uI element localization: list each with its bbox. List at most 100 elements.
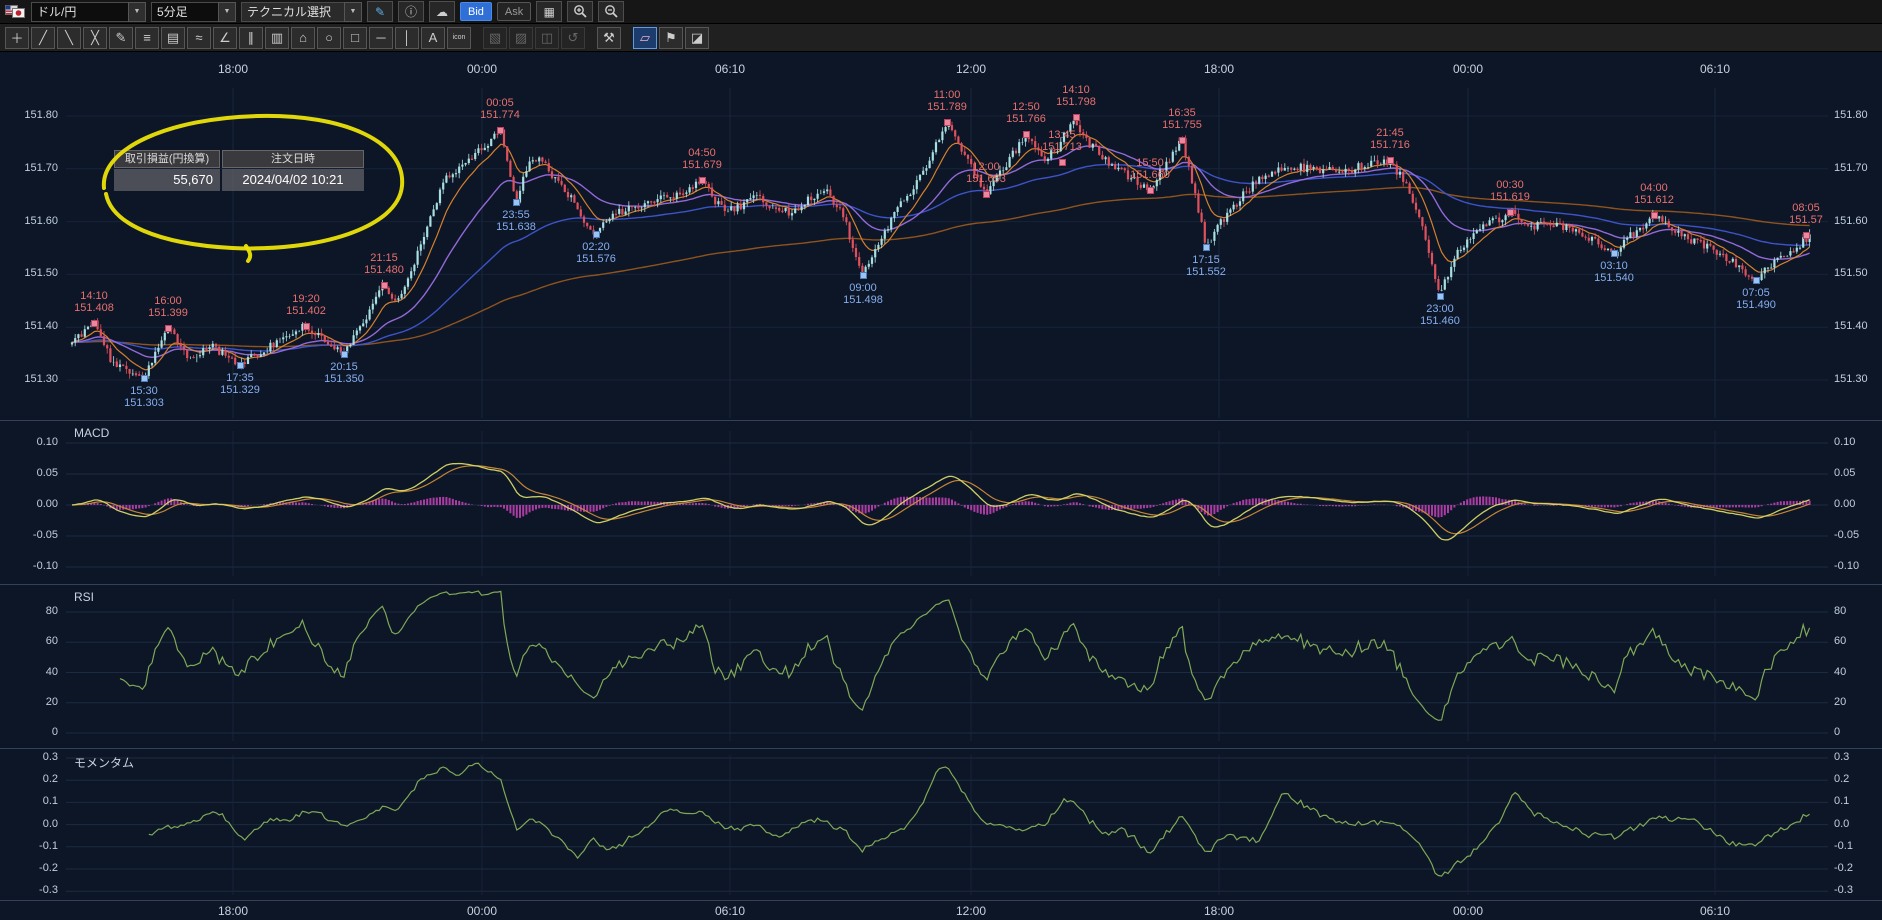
pair-select-value: ドル/円 [37,3,76,20]
annotation-marker [1073,114,1080,121]
annotation-low: 20:15151.350 [324,361,364,385]
tool-ray-button[interactable]: ╲ [57,27,81,49]
rsi-panel-title: RSI [74,590,94,604]
tool-clear-drawings-button[interactable]: ◪ [685,27,709,49]
chart-panel-button[interactable]: ▦ [536,1,562,22]
time-axis-label: 06:10 [715,62,745,76]
momentum-panel[interactable]: モメンタム 0.30.30.20.20.10.10.00.0-0.1-0.1-0… [0,748,1882,900]
annotation-high: 04:50151.679 [682,147,722,171]
time-axis-label: 12:00 [956,62,986,76]
tool-text-button[interactable]: A [421,27,445,49]
tool-vertical-line-button[interactable]: │ [395,27,419,49]
tool-icon-stamp-button[interactable]: icon [447,27,471,49]
price-axis-label: 151.30 [12,373,58,386]
tool-ellipse-button[interactable]: ○ [317,27,341,49]
tool-group-2-button[interactable]: ▨ [509,27,533,49]
time-axis-label: 18:00 [1204,904,1234,918]
tool-trendline-button[interactable]: ╱ [31,27,55,49]
tool-time-grid-button[interactable]: ▥ [265,27,289,49]
tool-properties-button[interactable]: ⚒ [597,27,621,49]
annotation-time: 20:15 [324,361,364,373]
tool-flag-button[interactable]: ⚑ [659,27,683,49]
annotation-price: 151.350 [324,373,364,385]
tool-parallel-channel-button[interactable]: ∥ [239,27,263,49]
annotation-time: 04:50 [682,147,722,159]
time-axis-label: 06:10 [715,904,745,918]
annotation-marker [497,127,504,134]
pair-select[interactable]: ドル/円 [31,2,129,22]
annotation-marker [1059,159,1066,166]
tool-cross-lines-button[interactable]: ╳ [83,27,107,49]
annotation-high: 13:45151.713 [1042,129,1082,153]
tool-text-icon: A [429,30,438,45]
annotation-price: 151.679 [682,159,722,171]
annotation-time: 15:50 [1130,157,1170,169]
main-chart-panel[interactable]: 18:0000:0006:1012:0018:0000:0006:10151.8… [0,48,1882,420]
time-axis-label: 06:10 [1700,62,1730,76]
chart-grid-icon: ▦ [544,5,555,19]
annotation-low: 07:05151.490 [1736,287,1776,311]
momentum-axis-label: -0.1 [1834,840,1880,853]
annotation-time: 23:00 [1420,303,1460,315]
annotation-time: 12:00 [966,161,1006,173]
cloud-button[interactable]: ☁ [429,1,455,22]
pair-select-arrow-icon[interactable]: ▼ [128,2,146,22]
ask-toggle-button[interactable]: Ask [497,2,531,21]
annotation-time: 15:30 [124,385,164,397]
tool-rectangle-button[interactable]: □ [343,27,367,49]
price-axis-label: 151.80 [12,109,58,122]
annotation-price: 151.713 [1042,141,1082,153]
annotation-time: 09:00 [843,282,883,294]
info-button[interactable]: ⓘ [398,1,424,22]
price-axis-label: 151.60 [12,215,58,228]
tool-eraser-icon: ▱ [640,30,650,46]
tool-group-3-button[interactable]: ◫ [535,27,559,49]
draw-pencil-button[interactable]: ✎ [367,1,393,22]
time-axis-label: 18:00 [218,904,248,918]
annotation-price: 151.57 [1789,214,1823,226]
tool-ray-icon: ╲ [65,30,73,46]
annotation-marker [1611,250,1618,257]
macd-panel[interactable]: MACD 0.100.100.050.050.000.00-0.05-0.05-… [0,420,1882,584]
tool-angle-icon: ∠ [219,30,231,46]
tool-undo-button[interactable]: ↺ [561,27,585,49]
annotation-price: 151.619 [1490,191,1530,203]
annotation-marker [1387,157,1394,164]
annotation-marker [1023,131,1030,138]
annotation-price: 151.612 [1634,194,1674,206]
annotation-price: 151.653 [966,173,1006,185]
tool-horizontal-line-button[interactable]: ─ [369,27,393,49]
technical-select-button[interactable]: テクニカル選択 [241,2,345,22]
annotation-low: 09:00151.498 [843,282,883,306]
tool-crosshair-button[interactable]: ＋ [5,27,29,49]
tool-angle-button[interactable]: ∠ [213,27,237,49]
tool-freehand-button[interactable]: ✎ [109,27,133,49]
tool-pentagon-button[interactable]: ⌂ [291,27,315,49]
tool-gann-lines-icon: ▤ [167,30,179,46]
annotation-time: 21:15 [364,252,404,264]
annotation-high: 14:10151.408 [74,290,114,314]
annotation-price: 151.552 [1186,266,1226,278]
zoom-in-button[interactable] [567,1,593,22]
annotation-high: 11:00151.789 [927,89,967,113]
annotation-price: 151.480 [364,264,404,276]
rsi-panel[interactable]: RSI 808060604040202000 [0,584,1882,748]
annotation-time: 04:00 [1634,182,1674,194]
annotation-low: 17:15151.552 [1186,254,1226,278]
tool-fib-lines-button[interactable]: ≡ [135,27,159,49]
momentum-axis-label: -0.1 [12,840,58,853]
annotation-high: 08:05151.57 [1789,202,1823,226]
tool-rectangle-icon: □ [351,30,359,45]
tool-gann-lines-button[interactable]: ▤ [161,27,185,49]
zoom-out-button[interactable] [598,1,624,22]
timeframe-select-arrow-icon[interactable]: ▼ [218,2,236,22]
tool-wave-button[interactable]: ≈ [187,27,211,49]
technical-select-arrow-icon[interactable]: ▼ [344,2,362,22]
annotation-time: 21:45 [1370,127,1410,139]
rsi-axis-label: 60 [1834,635,1880,648]
momentum-axis-label: 0.1 [1834,795,1880,808]
timeframe-select[interactable]: 5分足 [151,2,219,22]
bid-toggle-button[interactable]: Bid [460,2,492,21]
tool-group-1-button[interactable]: ▧ [483,27,507,49]
tool-eraser-button[interactable]: ▱ [633,27,657,49]
